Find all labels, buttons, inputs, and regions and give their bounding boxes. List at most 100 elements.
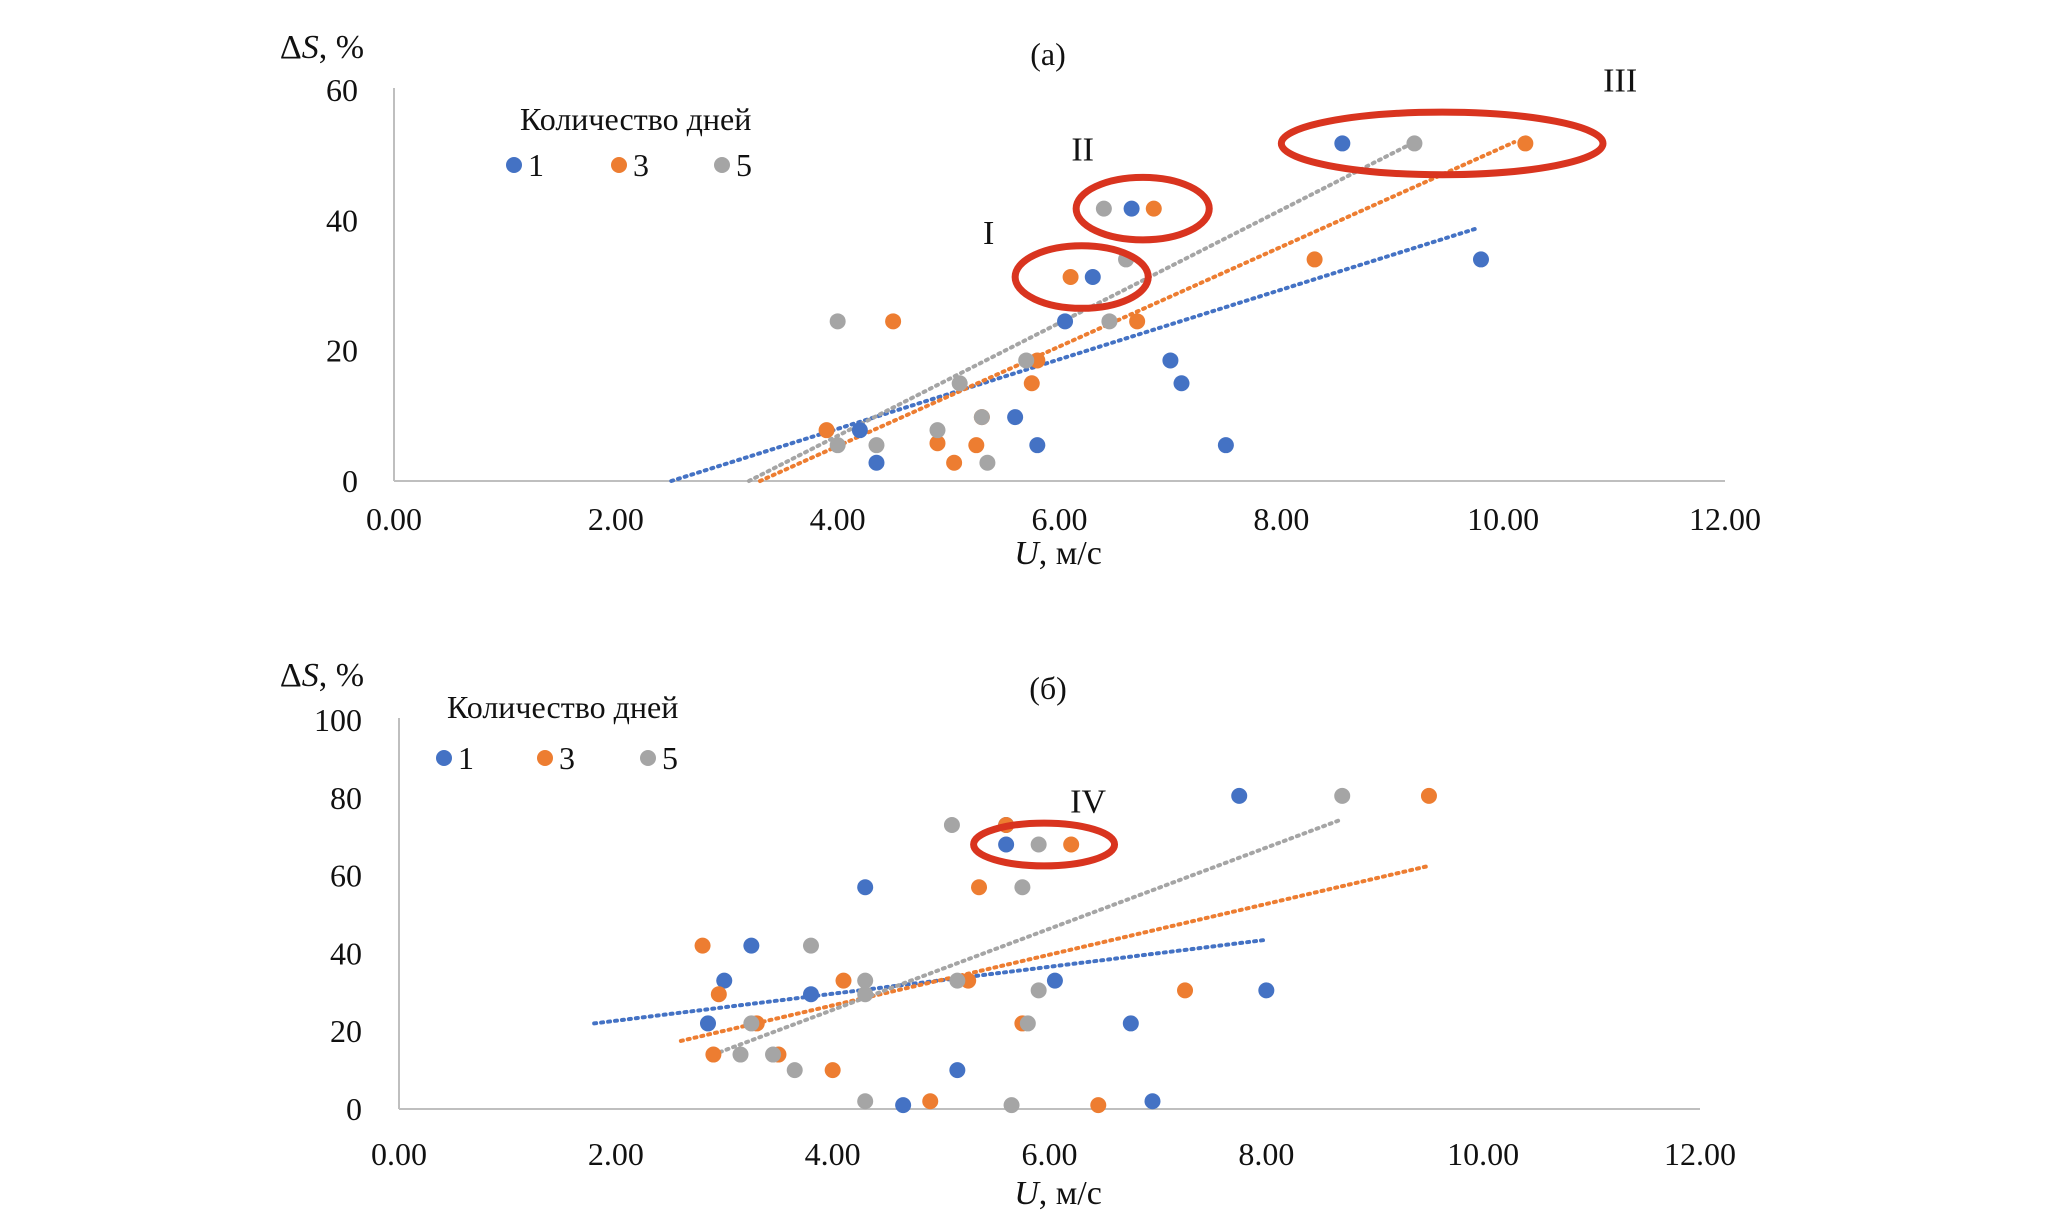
data-point-series-3 — [835, 972, 852, 989]
data-point-series-3 — [705, 1046, 722, 1063]
data-point-series-3 — [1420, 787, 1437, 804]
data-point-series-3 — [710, 986, 727, 1003]
data-point-series-5 — [802, 937, 819, 954]
y-tick-label: 40 — [326, 202, 358, 238]
x-axis-title: U, м/с — [1014, 1175, 1102, 1212]
legend-marker — [436, 750, 452, 766]
data-point-series-3 — [694, 937, 711, 954]
data-point-series-3 — [1177, 982, 1194, 999]
data-point-series-1 — [998, 836, 1015, 853]
x-tick-label: 0.00 — [371, 1136, 427, 1172]
x-tick-label: 10.00 — [1447, 1136, 1519, 1172]
x-tick-label: 6.00 — [1032, 501, 1088, 537]
data-point-series-5 — [1014, 879, 1031, 896]
data-point-series-3 — [922, 1093, 939, 1110]
data-point-series-5 — [1019, 1015, 1036, 1032]
data-point-series-5 — [732, 1046, 749, 1063]
x-tick-label: 2.00 — [588, 1136, 644, 1172]
data-point-series-1 — [1144, 1093, 1161, 1110]
trendline-series-1 — [669, 226, 1478, 483]
y-tick-label: 60 — [326, 72, 358, 108]
legend-title: Количество дней — [520, 101, 751, 137]
data-point-series-1 — [857, 879, 874, 896]
legend-marker — [640, 750, 656, 766]
data-point-series-5 — [857, 972, 874, 989]
data-point-series-1 — [1334, 135, 1351, 152]
data-point-series-5 — [1030, 836, 1047, 853]
data-point-series-5 — [765, 1046, 782, 1063]
trendline-series-5 — [711, 817, 1345, 1057]
panel-label: (б) — [1029, 670, 1067, 706]
x-tick-label: 10.00 — [1467, 501, 1539, 537]
legend-marker — [506, 157, 522, 173]
data-point-series-3 — [1306, 251, 1323, 268]
legend-label: 3 — [633, 147, 649, 183]
data-point-series-5 — [943, 817, 960, 834]
data-point-series-5 — [857, 986, 874, 1003]
highlight-ellipse — [1072, 173, 1213, 244]
legend-label: 3 — [559, 740, 575, 776]
data-point-series-1 — [699, 1015, 716, 1032]
panel-label: (a) — [1030, 36, 1066, 72]
trendline-series-3 — [758, 140, 1517, 483]
y-tick-label: 20 — [330, 1013, 362, 1049]
y-tick-label: 0 — [346, 1091, 362, 1127]
data-point-series-5 — [951, 375, 968, 392]
data-point-series-1 — [1173, 375, 1190, 392]
legend-label: 5 — [736, 147, 752, 183]
highlight-ellipse — [1011, 242, 1152, 312]
x-tick-label: 8.00 — [1253, 501, 1309, 537]
x-tick-label: 8.00 — [1238, 1136, 1294, 1172]
data-point-series-1 — [1231, 787, 1248, 804]
y-tick-label: 0 — [342, 463, 358, 499]
y-tick-label: 40 — [330, 935, 362, 971]
group-label: IV — [1070, 783, 1106, 820]
data-point-series-5 — [829, 437, 846, 454]
legend-marker — [537, 750, 553, 766]
data-point-series-3 — [818, 422, 835, 439]
data-point-series-5 — [829, 313, 846, 330]
chart-a: 0.00 2.00 4.00 6.00 8.00 10.00 12.00 0 20 40 60 ΔS,… — [280, 29, 1761, 572]
x-tick-label: 6.00 — [1022, 1136, 1078, 1172]
y-tick-label: 100 — [314, 702, 362, 738]
x-tick-label: 4.00 — [805, 1136, 861, 1172]
data-point-series-1 — [1123, 200, 1140, 217]
legend-label: 1 — [458, 740, 474, 776]
data-point-series-5 — [1018, 352, 1035, 369]
data-point-series-1 — [802, 986, 819, 1003]
data-point-series-3 — [946, 454, 963, 471]
data-point-series-3 — [1090, 1097, 1107, 1114]
data-point-series-1 — [1472, 251, 1489, 268]
y-axis-title: ΔS, % — [280, 657, 364, 694]
legend-label: 1 — [528, 147, 544, 183]
highlight-ellipse — [970, 819, 1119, 870]
data-point-series-5 — [1406, 135, 1423, 152]
data-point-series-3 — [824, 1062, 841, 1079]
data-point-series-1 — [868, 454, 885, 471]
data-point-series-3 — [1029, 352, 1046, 369]
x-tick-label: 2.00 — [588, 501, 644, 537]
legend-title: Количество дней — [447, 689, 678, 725]
x-tick-label: 4.00 — [810, 501, 866, 537]
data-point-series-1 — [1258, 982, 1275, 999]
data-point-series-1 — [851, 422, 868, 439]
highlight-ellipse — [1277, 108, 1607, 179]
data-point-series-5 — [1334, 787, 1351, 804]
y-tick-label: 20 — [326, 333, 358, 369]
data-point-series-1 — [1084, 269, 1101, 286]
data-point-series-1 — [1007, 409, 1024, 426]
legend-marker — [714, 157, 730, 173]
data-point-series-1 — [949, 1062, 966, 1079]
data-point-series-5 — [949, 972, 966, 989]
data-point-series-5 — [868, 437, 885, 454]
data-point-series-1 — [1057, 313, 1074, 330]
data-point-series-3 — [1129, 313, 1146, 330]
group-label: I — [983, 215, 994, 252]
data-point-series-3 — [971, 879, 988, 896]
x-axis-title: U, м/с — [1014, 535, 1102, 572]
data-point-series-5 — [857, 1093, 874, 1110]
x-tick-label: 12.00 — [1689, 501, 1761, 537]
data-point-series-1 — [716, 972, 733, 989]
